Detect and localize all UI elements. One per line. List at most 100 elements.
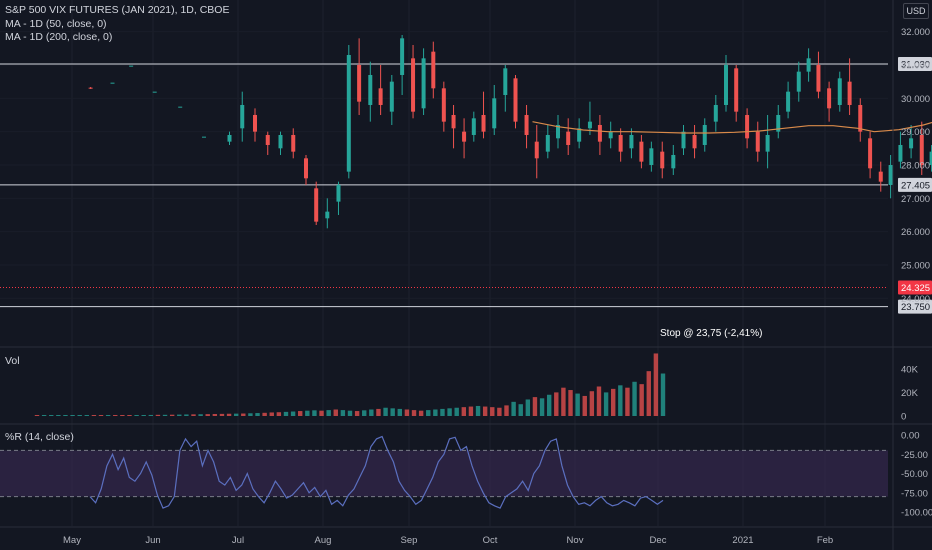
- volume-bar-10: [105, 415, 111, 416]
- volume-bar-51: [397, 408, 402, 416]
- x-tick-label-oct: Oct: [483, 535, 498, 546]
- candle-body-12: [304, 158, 308, 179]
- x-tick-label-dec: Dec: [650, 535, 667, 546]
- candle-body-72: [929, 151, 932, 165]
- volume-bar-80: [603, 392, 609, 416]
- wr-tick-label--100.00: -100.00: [901, 508, 932, 519]
- candlestick-series: [88, 34, 932, 229]
- wr-band-layer: [0, 449, 888, 498]
- volume-bar-4: [63, 415, 68, 416]
- candle-body-29: [481, 114, 486, 132]
- volume-bar-45: [354, 411, 360, 416]
- candle-body-24: [431, 51, 436, 89]
- volume-bar-75: [568, 390, 573, 416]
- volume-bar-8: [91, 415, 97, 416]
- volume-bar-76: [575, 393, 580, 416]
- candle-body-7: [240, 104, 245, 129]
- volume-bar-13: [127, 415, 132, 416]
- wr-pane-label: %R (14, close): [5, 431, 74, 443]
- candle-body-6: [227, 134, 232, 142]
- candle-body-51: [713, 104, 718, 122]
- volume-bar-87: [653, 353, 659, 416]
- y-tick-label-31.000: 31.000: [901, 60, 930, 71]
- wr-tick-label-0.00: 0.00: [901, 431, 920, 442]
- candle-body-13: [314, 188, 319, 222]
- volume-bar-14: [134, 415, 139, 416]
- candle-body-70: [909, 138, 914, 149]
- candle-body-50: [702, 124, 707, 145]
- candle-body-10: [278, 134, 283, 149]
- candle-body-8: [253, 114, 257, 132]
- candle-body-42: [618, 134, 623, 152]
- candle-body-2: [129, 65, 134, 67]
- volume-bar-85: [639, 384, 644, 416]
- candle-body-59: [796, 71, 801, 92]
- candle-body-11: [291, 134, 296, 152]
- volume-bar-31: [255, 413, 260, 416]
- x-tick-label-jul: Jul: [232, 535, 244, 546]
- horizontal-levels[interactable]: 31.030 27.405 23.750 24.325: [0, 56, 932, 314]
- volume-bar-78: [589, 391, 595, 416]
- volume-bar-1: [41, 415, 47, 416]
- ma200-legend[interactable]: MA - 1D (200, close, 0): [5, 31, 113, 43]
- candle-body-28: [471, 118, 476, 135]
- trade-projection-drawing[interactable]: +21,18%Stop @ 23,75 (-2,41%): [660, 99, 932, 339]
- y-tick-label-32.000: 32.000: [901, 27, 930, 38]
- volume-bar-56: [433, 409, 438, 416]
- candle-body-30: [492, 98, 497, 129]
- volume-bar-17: [155, 414, 161, 416]
- volume-bar-23: [198, 414, 203, 416]
- wr-tick-label--50.00: -50.00: [901, 469, 928, 480]
- volume-bar-64: [490, 407, 495, 416]
- volume-bar-66: [504, 405, 509, 416]
- volume-bar-5: [70, 415, 75, 416]
- volume-bar-25: [212, 413, 218, 416]
- volume-bar-86: [646, 371, 651, 416]
- candle-body-31: [503, 68, 508, 95]
- volume-bar-26: [219, 413, 225, 416]
- candle-body-19: [378, 88, 383, 105]
- candle-body-67: [878, 171, 883, 182]
- candle-body-38: [577, 128, 582, 142]
- x-tick-label-2021: 2021: [732, 535, 753, 546]
- candle-body-35: [545, 134, 550, 152]
- volume-bar-29: [241, 413, 246, 416]
- y-tick-label-29.000: 29.000: [901, 127, 930, 138]
- candle-body-22: [411, 58, 416, 112]
- candle-body-18: [368, 74, 373, 105]
- volume-bar-30: [248, 413, 253, 416]
- vol-tick-label-20K: 20K: [901, 388, 919, 399]
- level-label-23.750: 23.750: [901, 302, 930, 313]
- volume-bar-70: [532, 397, 538, 416]
- y-tick-label-26.000: 26.000: [901, 227, 930, 238]
- candle-body-27: [462, 131, 467, 142]
- volume-bar-35: [283, 411, 289, 416]
- wr-band: [0, 450, 888, 497]
- candle-body-5: [202, 136, 206, 138]
- volume-bar-62: [475, 405, 481, 416]
- candle-body-44: [639, 141, 644, 162]
- ma50-legend[interactable]: MA - 1D (50, close, 0): [5, 18, 107, 30]
- volume-bar-58: [447, 408, 452, 416]
- level-label-27.405: 27.405: [901, 180, 930, 191]
- y-tick-label-28.000: 28.000: [901, 160, 930, 171]
- candle-body-62: [827, 88, 832, 109]
- volume-bar-74: [561, 387, 566, 416]
- volume-bar-9: [98, 415, 104, 416]
- volume-bar-47: [369, 409, 374, 416]
- level-tag-31.030: [898, 56, 932, 71]
- volume-bar-41: [326, 410, 331, 416]
- volume-bar-49: [383, 407, 388, 416]
- candle-body-37: [566, 131, 571, 145]
- volume-bar-67: [511, 401, 516, 416]
- level-label-31.030: 31.030: [901, 59, 930, 70]
- volume-bar-50: [390, 408, 395, 416]
- volume-bar-61: [468, 406, 474, 416]
- candle-body-34: [534, 141, 539, 159]
- wr-tick-label--25.00: -25.00: [901, 450, 928, 461]
- volume-bar-11: [113, 415, 118, 416]
- currency-button[interactable]: USD: [903, 3, 929, 19]
- candle-body-41: [608, 131, 613, 139]
- volume-bar-68: [518, 404, 523, 416]
